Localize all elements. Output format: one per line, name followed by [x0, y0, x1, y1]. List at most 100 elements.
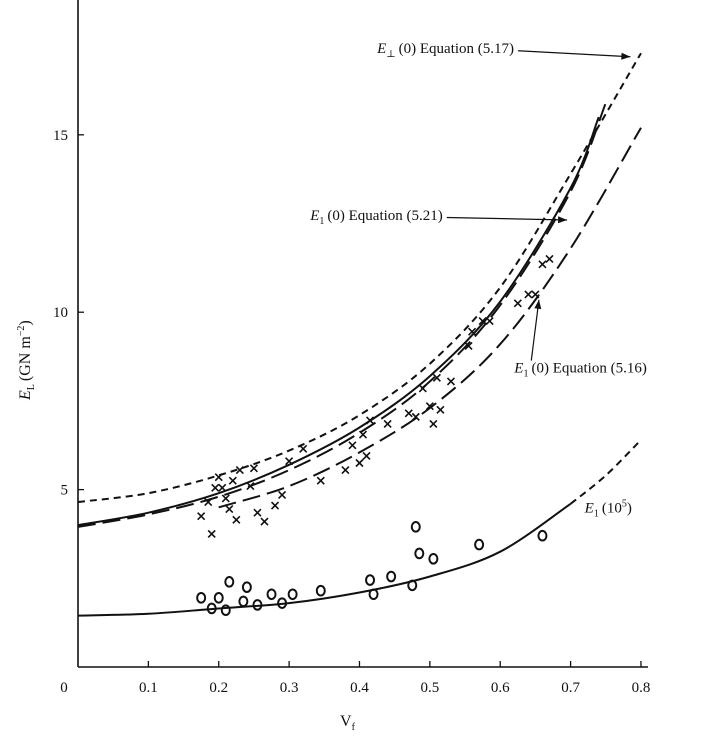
data-point-circle	[206, 602, 217, 615]
data-point-cross	[348, 441, 357, 450]
data-point-cross	[365, 416, 375, 425]
x-tick-label: 0.5	[420, 680, 439, 696]
data-point-circle	[410, 521, 421, 533]
data-point-cross	[425, 402, 434, 411]
x-tick-label: 0.6	[491, 680, 510, 696]
x-tick-label: 0.1	[139, 680, 158, 696]
curve-e105	[77, 502, 572, 617]
data-point-circle	[224, 576, 235, 588]
data-point-cross	[260, 517, 269, 526]
data-point-circle	[287, 588, 298, 601]
curve-eq516	[218, 127, 642, 509]
x-tick-label: 0	[60, 680, 68, 696]
data-point-cross	[207, 529, 216, 539]
data-point-cross	[204, 497, 213, 507]
data-point-cross	[538, 260, 547, 269]
x-tick-label: 0.7	[561, 680, 580, 696]
annotation-arrow-head	[558, 216, 568, 224]
curve-eq521-ext	[77, 102, 607, 528]
annotation-eq517: E⊥ (0) Equation (5.17)	[376, 41, 514, 60]
data-point-cross	[524, 290, 533, 299]
data-point-cross	[468, 327, 477, 336]
data-point-circle	[386, 570, 397, 583]
data-point-circle	[213, 592, 224, 604]
y-tick-label: 15	[53, 128, 68, 144]
data-point-cross	[211, 483, 220, 492]
data-point-cross	[197, 512, 206, 521]
data-point-circle	[414, 547, 425, 560]
data-point-circle	[266, 588, 277, 601]
annotation-eq521: E1 (0) Equation (5.21)	[309, 208, 443, 227]
data-point-cross	[429, 419, 438, 429]
axes: 0 0.1 0.2 0.3 0.4 0.5 0.6 0.7 0.8 5 10 15	[53, 0, 650, 696]
annotation-arrow-head	[621, 52, 631, 60]
data-point-cross	[418, 384, 427, 393]
data-point-cross	[299, 444, 308, 453]
data-point-cross	[464, 341, 473, 350]
annotation-eq516: E1 (0) Equation (5.16)	[513, 361, 647, 380]
data-point-cross	[285, 457, 294, 466]
data-point-cross	[358, 430, 368, 439]
data-point-cross	[531, 290, 540, 299]
data-point-cross	[278, 490, 287, 499]
data-point-cross	[221, 494, 230, 503]
annotation-arrow-line	[530, 299, 540, 361]
data-point-cross	[513, 299, 522, 308]
data-point-cross	[232, 515, 241, 524]
data-point-cross	[253, 508, 262, 517]
data-point-cross	[436, 405, 445, 414]
data-point-cross	[355, 458, 364, 468]
data-point-circle	[238, 595, 249, 608]
data-point-cross	[228, 476, 237, 485]
data-point-cross	[341, 466, 350, 475]
data-point-circle	[315, 584, 326, 597]
curves	[77, 52, 642, 617]
data-point-cross	[362, 451, 371, 460]
curve-eq517	[77, 52, 642, 503]
curve-e105-ext	[569, 439, 642, 505]
annotation-arrow-line	[446, 216, 568, 221]
y-tick-label: 5	[61, 483, 69, 499]
data-point-circle	[365, 574, 376, 586]
annotation-e105: E1 (105)	[584, 499, 632, 520]
data-point-cross	[432, 373, 441, 382]
data-point-circle	[407, 579, 418, 592]
data-point-cross	[214, 473, 223, 482]
data-point-circle	[537, 529, 548, 542]
x-tick-label: 0.2	[209, 680, 228, 696]
x-tick-label: 0.3	[280, 680, 299, 696]
data-point-cross	[383, 419, 392, 429]
x-tick-label: 0.8	[632, 680, 651, 696]
data-point-cross	[411, 412, 420, 421]
annotations: E⊥ (0) Equation (5.17) E1 (0) Equation (5.2…	[309, 41, 647, 519]
data-point-circle	[220, 604, 231, 617]
data-point-cross	[246, 481, 255, 491]
data-point-cross	[218, 483, 227, 492]
annotation-arrow-line	[518, 50, 631, 58]
curve-eq521	[77, 116, 600, 527]
data-point-circle	[252, 599, 263, 611]
y-tick-label: 10	[53, 305, 68, 321]
data-point-cross	[249, 464, 258, 473]
data-point-circle	[368, 588, 379, 601]
data-point-cross	[270, 501, 280, 510]
data-point-cross	[478, 317, 487, 326]
data-point-circle	[277, 597, 288, 609]
markers	[196, 254, 554, 617]
data-point-circle	[241, 581, 252, 593]
data-point-cross	[316, 476, 325, 485]
axis-labels: Vf EL(GN m−2)	[16, 320, 356, 733]
x-axis-label: Vf	[340, 713, 356, 733]
annotation-arrow-head	[534, 299, 542, 310]
data-point-cross	[446, 377, 456, 386]
data-point-cross	[485, 317, 494, 326]
data-point-cross	[235, 466, 244, 475]
data-point-cross	[404, 409, 413, 418]
data-point-cross	[545, 254, 554, 264]
data-point-cross	[225, 505, 234, 514]
data-point-circle	[196, 592, 207, 604]
y-axis-label: EL(GN m−2)	[16, 320, 37, 401]
data-point-circle	[428, 552, 439, 565]
data-point-circle	[474, 538, 485, 551]
